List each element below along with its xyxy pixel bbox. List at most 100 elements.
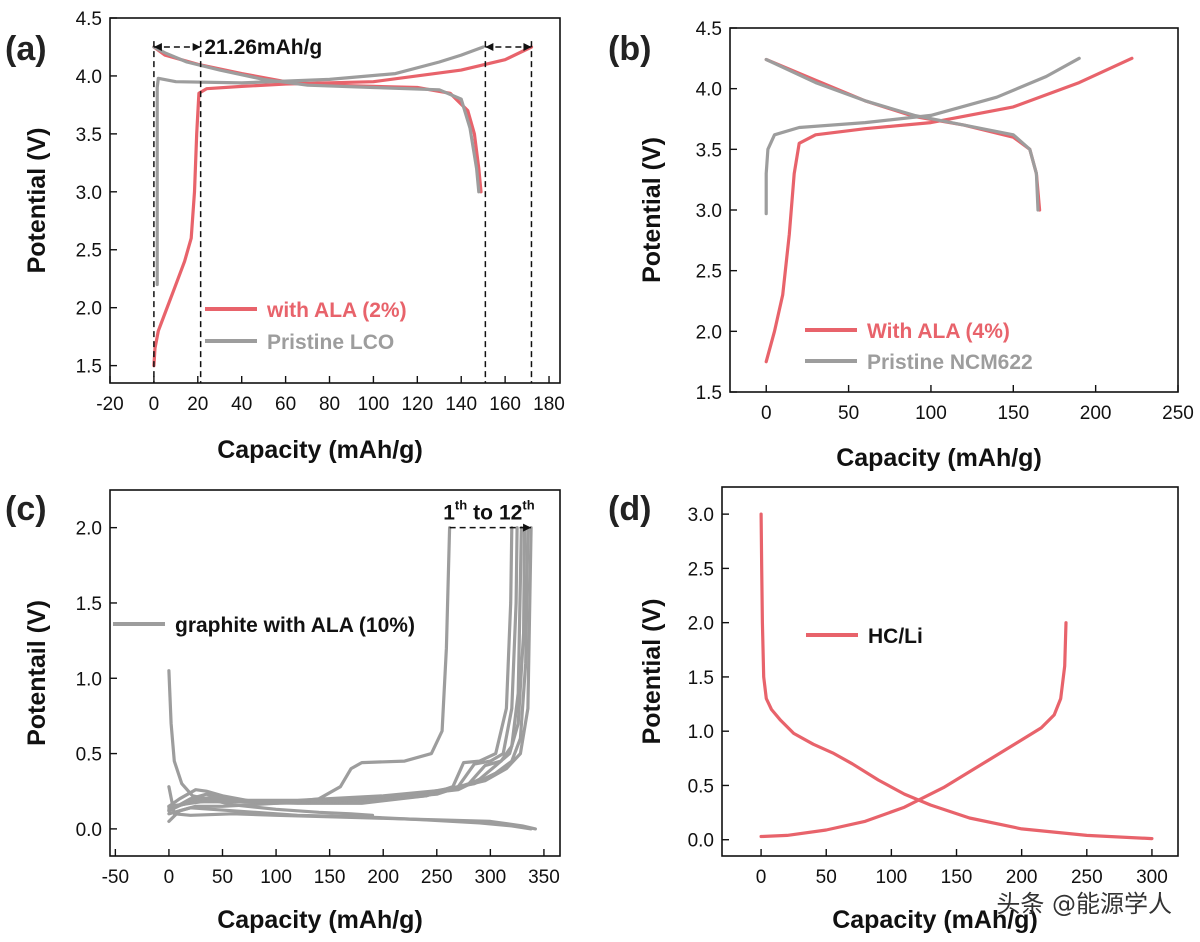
x-axis-title: Capacity (mAh/g) — [832, 906, 1038, 934]
x-tick-label: -50 — [102, 867, 129, 888]
x-tick-label: -20 — [96, 394, 123, 415]
arrow-head — [485, 42, 494, 51]
y-tick-label: 4.5 — [696, 19, 722, 40]
legend-label: graphite with ALA (10%) — [175, 614, 415, 637]
series-line-0-0 — [167, 669, 375, 817]
x-tick-label: 300 — [475, 867, 507, 888]
y-tick-label: 3.5 — [696, 140, 722, 161]
y-axis-title: Potential (V) — [23, 128, 51, 274]
x-tick-label: 0 — [164, 867, 175, 888]
x-tick-label: 180 — [533, 394, 565, 415]
series-line-0-9 — [167, 526, 533, 808]
plot-frame — [721, 486, 1179, 857]
x-axis-title: Capacity (mAh/g) — [217, 436, 423, 464]
y-tick-label: 3.0 — [76, 183, 102, 204]
series-line-0-1 — [167, 526, 452, 823]
y-tick-label: 2.0 — [696, 322, 722, 343]
arrow-head — [523, 523, 532, 532]
x-tick-label: 0 — [761, 403, 772, 424]
series-line-0-3 — [167, 806, 533, 831]
arrow-head — [192, 42, 201, 51]
x-tick-label: 250 — [1162, 403, 1194, 424]
x-tick-label: 0 — [149, 394, 160, 415]
x-tick-label: 250 — [421, 867, 453, 888]
series-line-0-6 — [167, 526, 523, 813]
series-line-1-1 — [764, 57, 1040, 212]
series-line-1-1 — [152, 45, 481, 194]
x-tick-label: 150 — [314, 867, 346, 888]
y-tick-label: 2.5 — [696, 262, 722, 283]
arrow-head — [153, 42, 162, 51]
y-tick-label: 0.5 — [76, 745, 102, 766]
series-line-0-5 — [167, 526, 519, 813]
x-tick-label: 0 — [756, 867, 767, 888]
x-tick-label: 80 — [319, 394, 340, 415]
series-line-0-0 — [152, 45, 534, 368]
legend-label: Pristine NCM622 — [867, 351, 1033, 374]
y-tick-label: 1.5 — [696, 383, 722, 404]
x-tick-label: 300 — [1136, 867, 1168, 888]
y-tick-label: 2.5 — [688, 559, 714, 580]
x-tick-label: 120 — [401, 394, 433, 415]
y-axis-title: Potential (V) — [638, 599, 666, 745]
x-tick-label: 160 — [489, 394, 521, 415]
x-tick-label: 100 — [358, 394, 390, 415]
x-axis-title: Capacity (mAh/g) — [217, 906, 423, 934]
y-tick-label: 2.0 — [76, 299, 102, 320]
panel-label: (b) — [608, 30, 651, 68]
legend-label: HC/Li — [868, 625, 923, 648]
chart-panel-d: 0 50 100 150 200 250 300 0.0 0.5 1.0 1.5 2.0 2.5 3.0 C… — [608, 486, 1179, 934]
chart-panel-b: 0 50 100 150 200 250 1.5 2.0 2.5 3.0 3.5 4.0 4.5 Capa… — [608, 19, 1194, 472]
y-tick-label: 2.0 — [688, 614, 714, 635]
chart-panel-c: -50 0 50 100 150 200 250 300 350 0.0 0.5 1.0 1.5 2.0 C… — [5, 489, 561, 934]
plot-frame — [109, 17, 561, 384]
y-tick-label: 1.5 — [76, 357, 102, 378]
series-line-0-1 — [764, 57, 1042, 212]
y-axis-title: Potentail (V) — [23, 600, 51, 746]
panel-label: (d) — [608, 490, 651, 528]
series-line-0-0 — [764, 56, 1134, 364]
x-tick-label: 60 — [275, 394, 296, 415]
plot-frame — [109, 489, 561, 857]
x-tick-label: 40 — [231, 394, 252, 415]
y-axis-title: Potential (V) — [638, 137, 666, 283]
x-tick-label: 50 — [816, 867, 837, 888]
x-tick-label: 100 — [260, 867, 292, 888]
legend-label: With ALA (4%) — [867, 320, 1010, 343]
y-tick-label: 3.0 — [696, 201, 722, 222]
series-line-0-4 — [167, 526, 514, 808]
arrow-head — [523, 42, 532, 51]
x-tick-label: 200 — [367, 867, 399, 888]
y-tick-label: 0.0 — [76, 820, 102, 841]
y-tick-label: 4.5 — [76, 9, 102, 30]
x-tick-label: 50 — [838, 403, 859, 424]
series-line-0-1 — [152, 45, 483, 194]
watermark: 头条 @能源学人 — [996, 890, 1172, 918]
series-line-0-0 — [759, 512, 1154, 841]
x-tick-label: 50 — [212, 867, 233, 888]
panel-label: (a) — [5, 30, 47, 68]
x-tick-label: 200 — [1006, 867, 1038, 888]
y-tick-label: 2.0 — [76, 519, 102, 540]
y-tick-label: 1.0 — [76, 669, 102, 690]
x-tick-label: 150 — [997, 403, 1029, 424]
panel-label: (c) — [5, 490, 47, 528]
x-tick-label: 140 — [445, 394, 477, 415]
y-tick-label: 3.5 — [76, 125, 102, 146]
x-tick-label: 350 — [528, 867, 560, 888]
y-tick-label: 4.0 — [696, 80, 722, 101]
x-tick-label: 250 — [1071, 867, 1103, 888]
legend-label: with ALA (2%) — [266, 299, 407, 322]
y-tick-label: 1.5 — [688, 668, 714, 689]
x-tick-label: 200 — [1080, 403, 1112, 424]
y-tick-label: 3.0 — [688, 505, 714, 526]
cycle-range-annotation: 1th to 12th — [443, 498, 534, 525]
legend-label: Pristine LCO — [267, 331, 394, 354]
series-line-0-1 — [759, 621, 1068, 839]
y-tick-label: 0.0 — [688, 831, 714, 852]
y-tick-label: 1.5 — [76, 594, 102, 615]
x-tick-label: 20 — [187, 394, 208, 415]
y-tick-label: 0.5 — [688, 776, 714, 797]
series-line-1-0 — [764, 56, 1081, 216]
